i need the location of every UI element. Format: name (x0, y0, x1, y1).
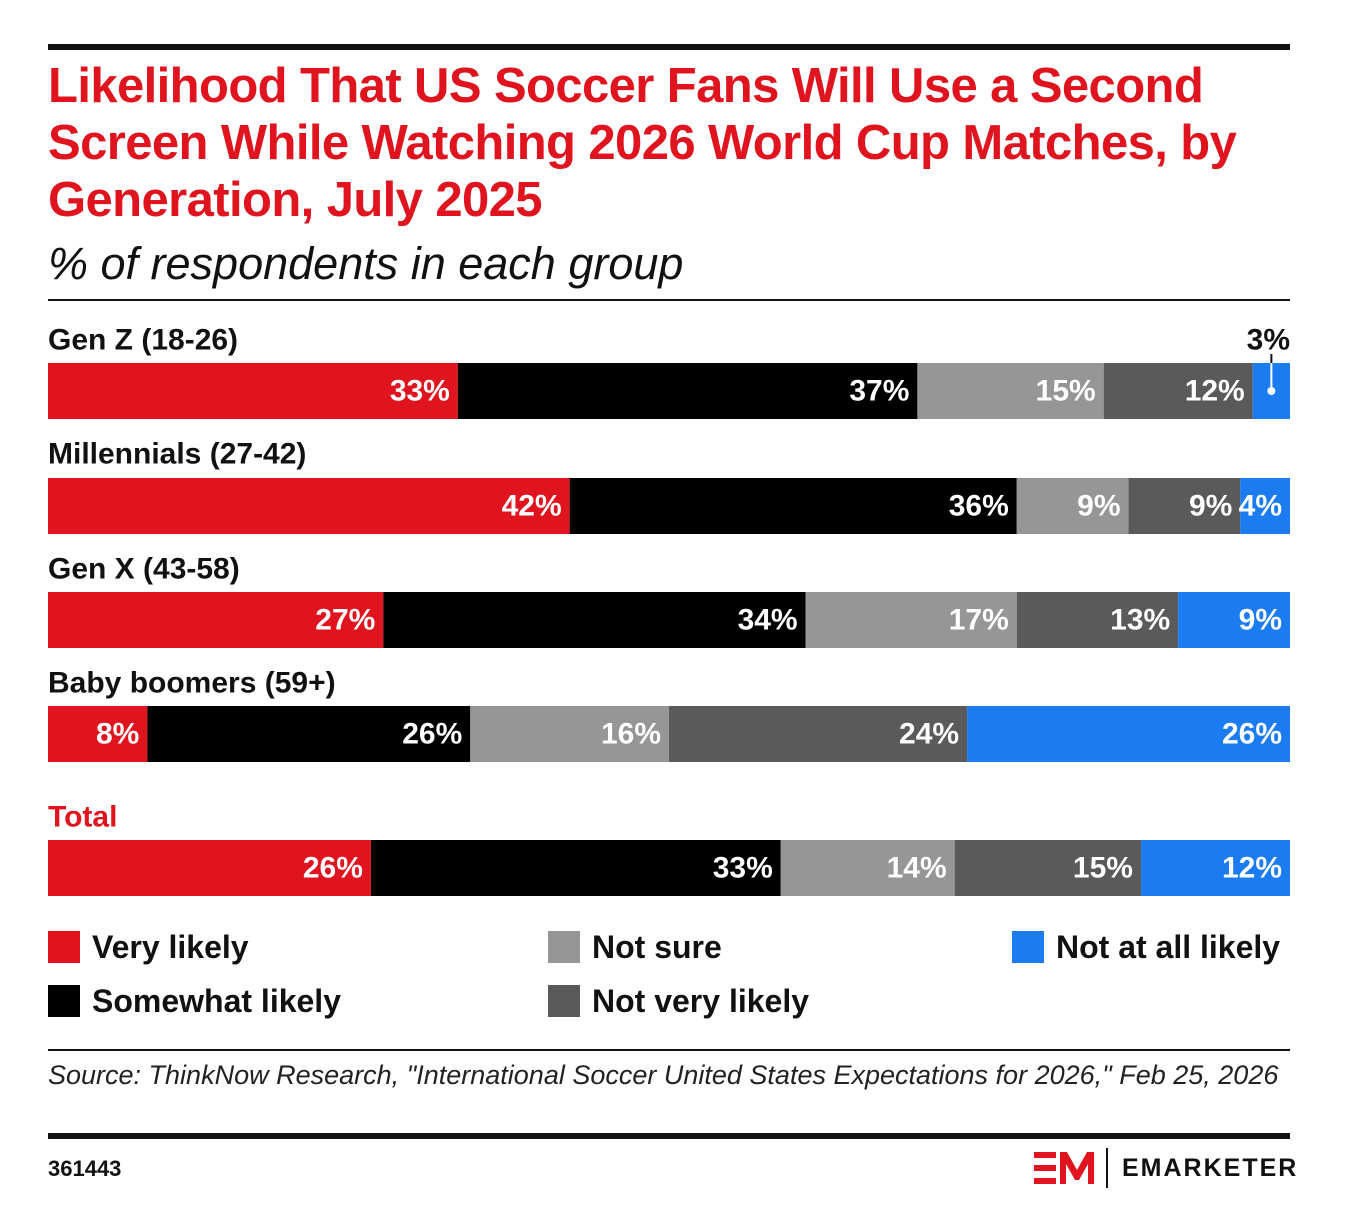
legend-item-very-likely: Very likely (48, 929, 249, 965)
data-label-gen-z-18-26-somewhat-likely: 37% (849, 375, 909, 408)
legend-label-not-very-likely: Not very likely (592, 982, 809, 1019)
bar-segment-baby-boomers-59-somewhat-likely (147, 706, 471, 762)
data-label-millennials-27-42-somewhat-likely: 36% (949, 490, 1009, 523)
category-label-total: Total (48, 801, 117, 834)
data-label-baby-boomers-59-somewhat-likely: 26% (402, 718, 462, 751)
data-label-millennials-27-42-not-at-all-likely: 4% (1239, 490, 1282, 523)
bar-segment-millennials-27-42-somewhat-likely (569, 478, 1017, 534)
bar-segment-gen-x-43-58-somewhat-likely (383, 592, 806, 648)
legend-item-not-at-all-likely: Not at all likely (1012, 929, 1280, 965)
data-label-millennials-27-42-very-likely: 42% (502, 490, 562, 523)
bar-segment-total-somewhat-likely (370, 840, 781, 896)
emarketer-logo: EMARKETER (1034, 1148, 1298, 1188)
legend-swatch-very-likely (48, 931, 80, 963)
bar-segment-total-very-likely (48, 840, 371, 896)
bar-segment-baby-boomers-59-not-very-likely (669, 706, 968, 762)
legend-swatch-not-very-likely (548, 985, 580, 1017)
source-rule (48, 1049, 1290, 1051)
bar-segment-millennials-27-42-not-sure (1016, 478, 1129, 534)
bottom-rule (48, 1133, 1290, 1139)
data-label-gen-x-43-58-somewhat-likely: 34% (738, 604, 798, 637)
data-label-baby-boomers-59-not-at-all-likely: 26% (1222, 718, 1282, 751)
data-label-gen-x-43-58-not-sure: 17% (949, 604, 1009, 637)
bar-segment-total-not-sure (780, 840, 955, 896)
subtitle-rule (48, 299, 1290, 301)
callout-dot-gen-z-18-26-not-at-all-likely (1267, 387, 1276, 395)
data-label-baby-boomers-59-very-likely: 8% (96, 718, 139, 751)
bar-segment-gen-z-18-26-not-very-likely (1103, 363, 1253, 419)
top-rule (48, 44, 1290, 50)
data-label-gen-z-18-26-not-sure: 15% (1036, 375, 1096, 408)
category-label-baby-boomers-59: Baby boomers (59+) (48, 667, 336, 700)
data-label-gen-x-43-58-very-likely: 27% (315, 604, 375, 637)
category-label-millennials-27-42: Millennials (27-42) (48, 438, 306, 471)
legend-swatch-not-sure (548, 931, 580, 963)
source-note: Source: ThinkNow Research, "Internationa… (48, 1060, 1279, 1090)
legend-label-very-likely: Very likely (92, 928, 249, 965)
legend-swatch-somewhat-likely (48, 985, 80, 1017)
bar-segment-total-not-very-likely (954, 840, 1141, 896)
category-label-gen-x-43-58: Gen X (43-58) (48, 553, 240, 586)
legend-item-not-sure: Not sure (548, 929, 722, 965)
bar-segment-millennials-27-42-very-likely (48, 478, 570, 534)
data-label-gen-x-43-58-not-very-likely: 13% (1110, 604, 1170, 637)
data-label-gen-z-18-26-not-at-all-likely: 3% (1247, 324, 1290, 357)
em-logo-icon (1034, 1152, 1094, 1184)
data-label-gen-z-18-26-not-very-likely: 12% (1185, 375, 1245, 408)
data-label-total-somewhat-likely: 33% (713, 852, 773, 885)
bar-segment-gen-z-18-26-somewhat-likely (457, 363, 918, 419)
bar-segment-gen-x-43-58-not-at-all-likely (1178, 592, 1290, 648)
brand-wordmark: EMARKETER (1122, 1153, 1299, 1182)
legend-label-somewhat-likely: Somewhat likely (92, 982, 341, 1019)
bar-segment-baby-boomers-59-not-sure (470, 706, 669, 762)
stacked-bar-chart: Gen Z (18-26)33% 37% 15% 12%3%Millennials (… (48, 324, 1290, 896)
bar-segment-gen-z-18-26-very-likely (48, 363, 458, 419)
legend-label-not-at-all-likely: Not at all likely (1056, 928, 1281, 965)
bar-segment-millennials-27-42-not-at-all-likely (1240, 478, 1290, 534)
legend-item-somewhat-likely: Somewhat likely (48, 983, 341, 1019)
bar-segment-baby-boomers-59-very-likely (48, 706, 148, 762)
data-label-total-not-very-likely: 15% (1073, 852, 1133, 885)
data-label-millennials-27-42-not-very-likely: 9% (1189, 490, 1232, 523)
bar-segment-baby-boomers-59-not-at-all-likely (967, 706, 1290, 762)
chart-title: Likelihood That US Soccer Fans Will Use … (48, 59, 1237, 227)
bar-segment-gen-x-43-58-not-very-likely (1016, 592, 1179, 648)
data-label-total-not-at-all-likely: 12% (1222, 852, 1282, 885)
data-label-total-not-sure: 14% (887, 852, 947, 885)
legend-label-not-sure: Not sure (592, 928, 722, 965)
data-label-baby-boomers-59-not-sure: 16% (601, 718, 661, 751)
chart-id: 361443 (48, 1156, 122, 1181)
data-label-gen-z-18-26-very-likely: 33% (390, 375, 450, 408)
bar-segment-millennials-27-42-not-very-likely (1128, 478, 1241, 534)
data-label-millennials-27-42-not-sure: 9% (1077, 490, 1120, 523)
bar-segment-total-not-at-all-likely (1140, 840, 1290, 896)
data-label-gen-x-43-58-not-at-all-likely: 9% (1239, 604, 1282, 637)
data-label-total-very-likely: 26% (303, 852, 363, 885)
legend-item-not-very-likely: Not very likely (548, 983, 809, 1019)
logo-divider (1106, 1148, 1108, 1188)
chart-subtitle: % of respondents in each group (48, 238, 684, 289)
data-label-baby-boomers-59-not-very-likely: 24% (899, 718, 959, 751)
legend-swatch-not-at-all-likely (1012, 931, 1044, 963)
bar-segment-gen-z-18-26-not-sure (917, 363, 1104, 419)
category-label-gen-z-18-26: Gen Z (18-26) (48, 324, 238, 357)
bar-segment-gen-x-43-58-not-sure (805, 592, 1017, 648)
bar-segment-gen-x-43-58-very-likely (48, 592, 384, 648)
